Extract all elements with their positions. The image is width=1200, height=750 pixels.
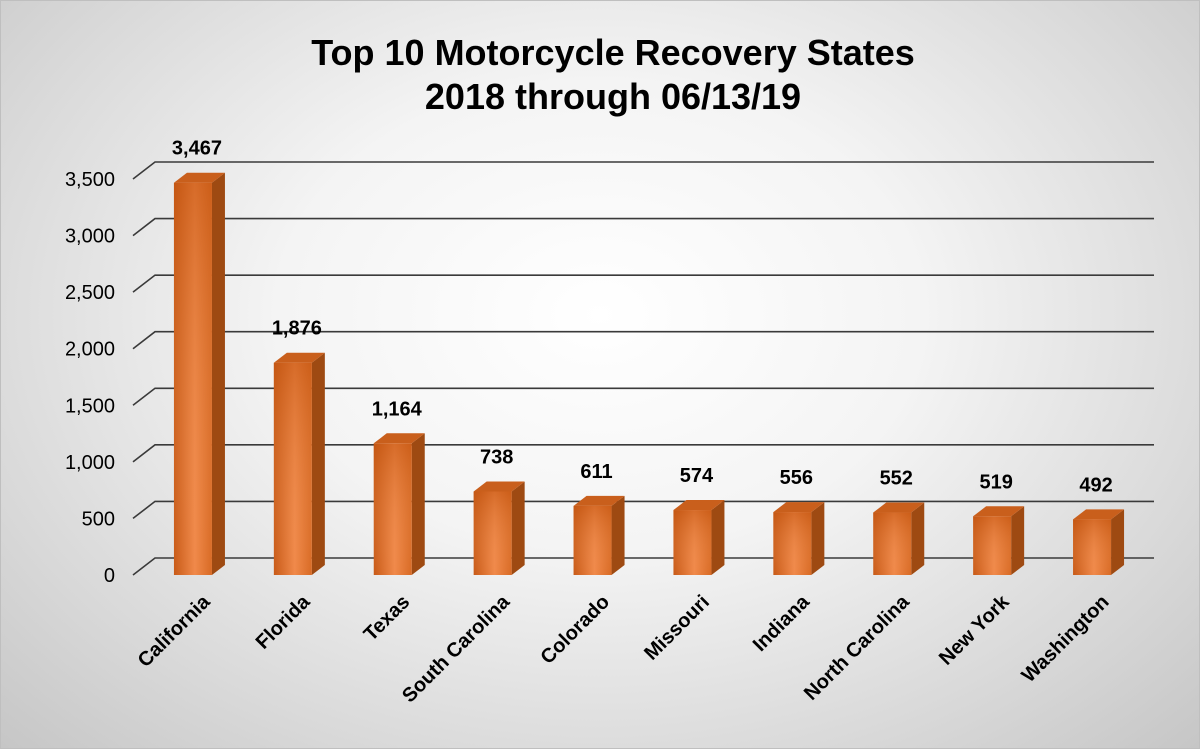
- x-tick-label: New York: [935, 590, 1014, 669]
- gridline: [132, 161, 1154, 180]
- x-tick-label: Texas: [360, 591, 415, 646]
- gridline: [132, 387, 1154, 406]
- x-tick-label: Washington: [1018, 591, 1114, 687]
- bar: [673, 500, 725, 575]
- y-tick-label: 3,500: [65, 169, 115, 191]
- x-tick-label: South Carolina: [398, 590, 515, 707]
- y-tick-label: 2,500: [65, 282, 115, 304]
- chart-subtitle: 2018 through 06/13/19: [425, 76, 801, 117]
- data-label: 738: [480, 447, 513, 469]
- x-tick-label: Colorado: [536, 591, 614, 669]
- y-tick-label: 0: [104, 565, 115, 587]
- bar: [973, 506, 1025, 575]
- bar: [573, 495, 625, 575]
- data-label: 552: [880, 468, 913, 490]
- data-label: 574: [680, 465, 714, 487]
- bar: [773, 502, 825, 575]
- bar: [473, 481, 525, 575]
- data-label: 492: [1079, 474, 1112, 496]
- gridlines: [132, 161, 1154, 576]
- gridline: [132, 330, 1154, 350]
- data-label: 519: [979, 471, 1012, 493]
- x-tick-label: Indiana: [749, 590, 815, 656]
- x-tick-label: Florida: [252, 590, 315, 653]
- data-labels: 3,467 1,876 1,164 738 611 574 556 552 519 492: [172, 138, 1113, 497]
- x-tick-label: North Carolina: [800, 590, 914, 704]
- y-tick-label: 3,000: [65, 226, 115, 248]
- bar: [873, 502, 925, 575]
- bars: [173, 172, 1125, 576]
- x-tick-label: California: [134, 590, 215, 671]
- bar: [373, 433, 425, 575]
- gridline: [132, 274, 1154, 293]
- x-tick-label: Missouri: [640, 591, 714, 665]
- y-tick-label: 1,000: [65, 452, 115, 474]
- chart-title: Top 10 Motorcycle Recovery States: [311, 32, 915, 73]
- gridline: [132, 217, 1154, 237]
- y-tick-label: 2,000: [65, 339, 115, 361]
- bar: [173, 172, 225, 576]
- y-tick-label: 500: [82, 508, 115, 530]
- data-label: 611: [580, 461, 612, 483]
- bar: [1073, 509, 1125, 575]
- y-tick-label: 1,500: [65, 395, 115, 417]
- data-label: 1,164: [372, 398, 423, 420]
- gridline: [132, 444, 1154, 463]
- data-label: 1,876: [272, 318, 322, 340]
- y-axis-tick-labels: 0 500 1,000 1,500 2,000 2,500 3,000 3,500: [65, 169, 115, 587]
- data-label: 556: [780, 467, 813, 489]
- data-label: 3,467: [172, 138, 222, 160]
- bar: [273, 352, 325, 575]
- gridline: [132, 500, 1154, 520]
